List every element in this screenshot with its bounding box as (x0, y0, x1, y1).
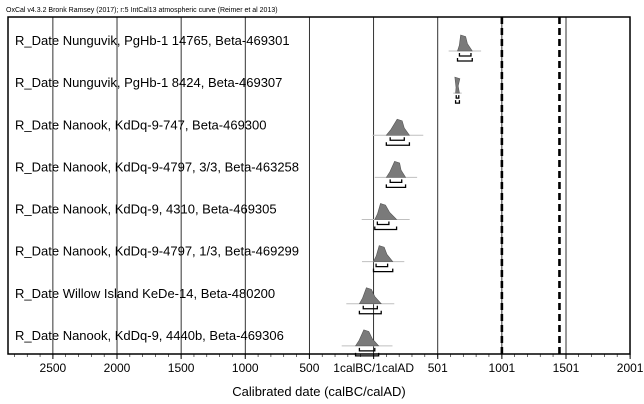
tick-label: 1500 (168, 361, 195, 375)
range-95-bracket (358, 310, 382, 315)
series-label: R_Date Nanook, KdDq-9, 4440b, Beta-46930… (15, 328, 284, 343)
tick-label: 1001 (489, 361, 516, 375)
plot-frame (7, 16, 631, 355)
series-row: R_Date Nanook, KdDq-9-4797, 1/3, Beta-46… (15, 244, 405, 273)
x-axis-ticks: 2500 2000 1500 1000 500 1calBC/1calAD 501 1001 1… (14, 354, 644, 375)
range-68-bracket (376, 221, 390, 226)
posterior-density (374, 203, 398, 220)
posterior-density (373, 245, 394, 262)
series-label: R_Date Nanook, KdDq-9-4797, 3/3, Beta-46… (15, 159, 299, 174)
tick-label: 501 (428, 361, 448, 375)
posterior-density (358, 287, 382, 305)
range-95-bracket (454, 100, 461, 104)
range-68-bracket (458, 53, 472, 57)
series-label: R_Date Nanook, KdDq-9, 4310, Beta-469305 (15, 202, 277, 217)
range-68-bracket (455, 95, 460, 99)
series-label: R_Date Nunguvik, PgHb-1 8424, Beta-46930… (15, 75, 282, 90)
series-row: R_Date Nanook, KdDq-9, 4440b, Beta-46930… (15, 328, 393, 357)
range-68-bracket (389, 179, 403, 184)
tick-label: 1501 (553, 361, 580, 375)
posterior-density (385, 161, 407, 178)
tick-label: 2001 (617, 361, 644, 375)
x-axis-label: Calibrated date (calBC/calAD) (232, 384, 405, 399)
range-95-bracket (385, 184, 407, 189)
series-row: R_Date Nanook, KdDq-9-4797, 3/3, Beta-46… (15, 159, 418, 189)
range-95-bracket (456, 58, 473, 62)
range-95-bracket (374, 226, 398, 231)
series-label: R_Date Nanook, KdDq-9-4797, 1/3, Beta-46… (15, 244, 299, 259)
series-row: R_Date Nunguvik, PgHb-1 8424, Beta-46930… (15, 75, 462, 104)
series-row: R_Date Nunguvik, PgHb-1 14765, Beta-4693… (15, 33, 482, 62)
series-group: R_Date Nunguvik, PgHb-1 14765, Beta-4693… (15, 33, 482, 357)
series-row: R_Date Nanook, KdDq-9-747, Beta-469300 (15, 117, 424, 146)
range-68-bracket (358, 347, 376, 352)
tick-label: 2000 (104, 361, 131, 375)
range-68-bracket (375, 263, 389, 268)
tick-label: 2500 (40, 361, 67, 375)
posterior-density (355, 329, 380, 347)
tick-label: 1000 (232, 361, 259, 375)
range-68-bracket (389, 137, 405, 141)
range-68-bracket (362, 305, 379, 310)
posterior-density (385, 118, 410, 136)
gridlines (52, 17, 631, 354)
range-95-bracket (385, 142, 411, 146)
posterior-density (457, 34, 473, 52)
reference-lines (500, 17, 561, 354)
series-row: R_Date Willow Island KeDe-14, Beta-48020… (15, 286, 395, 315)
series-row: R_Date Nanook, KdDq-9, 4310, Beta-469305 (15, 202, 410, 231)
tick-label: 500 (299, 361, 319, 375)
tick-label: 1calBC/1calAD (333, 361, 414, 375)
posterior-density (454, 76, 461, 94)
range-95-bracket (372, 268, 394, 273)
chart-header: OxCal v4.3.2 Bronk Ramsey (2017); r:5 In… (6, 7, 278, 14)
series-label: R_Date Nanook, KdDq-9-747, Beta-469300 (15, 117, 267, 132)
series-label: R_Date Nunguvik, PgHb-1 14765, Beta-4693… (15, 33, 290, 48)
series-label: R_Date Willow Island KeDe-14, Beta-48020… (15, 286, 275, 301)
